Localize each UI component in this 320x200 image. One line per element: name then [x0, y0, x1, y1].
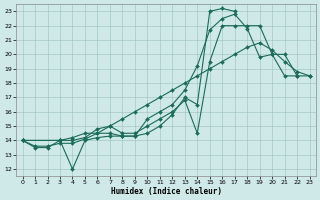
X-axis label: Humidex (Indice chaleur): Humidex (Indice chaleur) [111, 187, 221, 196]
